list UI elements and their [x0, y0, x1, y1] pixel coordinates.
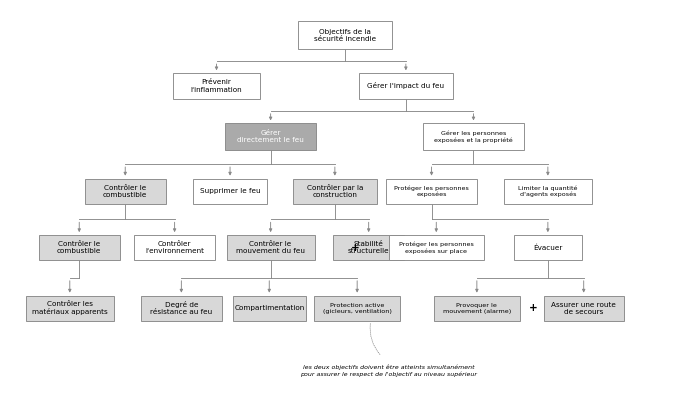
- Text: +: +: [351, 243, 359, 253]
- Text: Contrôler les
matériaux apparents: Contrôler les matériaux apparents: [32, 301, 108, 316]
- Text: Protéger les personnes
exposées sur place: Protéger les personnes exposées sur plac…: [399, 242, 474, 254]
- FancyBboxPatch shape: [359, 73, 453, 99]
- FancyBboxPatch shape: [141, 296, 222, 321]
- Text: Contrôler le
combustible: Contrôler le combustible: [103, 185, 148, 198]
- Text: +: +: [529, 303, 538, 313]
- FancyBboxPatch shape: [333, 235, 404, 260]
- Text: Stabilité
structurelle: Stabilité structurelle: [348, 241, 389, 254]
- Text: Contrôler
l'environnement: Contrôler l'environnement: [145, 241, 204, 254]
- Text: Évacuer: Évacuer: [533, 244, 562, 251]
- Text: Degré de
résistance au feu: Degré de résistance au feu: [150, 301, 213, 315]
- FancyBboxPatch shape: [225, 123, 316, 150]
- Text: Contrôler par la
construction: Contrôler par la construction: [306, 184, 363, 198]
- FancyBboxPatch shape: [85, 179, 166, 204]
- FancyBboxPatch shape: [193, 179, 267, 204]
- Text: Contrôler le
mouvement du feu: Contrôler le mouvement du feu: [236, 241, 305, 254]
- FancyBboxPatch shape: [293, 179, 377, 204]
- Text: Protéger les personnes
exposées: Protéger les personnes exposées: [394, 185, 469, 197]
- FancyBboxPatch shape: [314, 296, 400, 321]
- Text: Provoquer le
mouvement (alarme): Provoquer le mouvement (alarme): [443, 303, 511, 314]
- Text: Prévenir
l'inflammation: Prévenir l'inflammation: [190, 79, 242, 92]
- Text: Gérer
directement le feu: Gérer directement le feu: [237, 130, 304, 143]
- FancyBboxPatch shape: [233, 296, 306, 321]
- FancyBboxPatch shape: [504, 179, 592, 204]
- Text: Supprimer le feu: Supprimer le feu: [199, 188, 260, 194]
- Text: Limiter la quantité
d'agents exposés: Limiter la quantité d'agents exposés: [518, 185, 578, 197]
- Text: Compartimentation: Compartimentation: [234, 305, 304, 311]
- Text: les deux objectifs doivent être atteints simultanément
pour assurer le respect d: les deux objectifs doivent être atteints…: [300, 365, 477, 377]
- FancyBboxPatch shape: [172, 73, 261, 99]
- FancyBboxPatch shape: [389, 235, 484, 260]
- FancyBboxPatch shape: [39, 235, 120, 260]
- FancyBboxPatch shape: [423, 123, 524, 150]
- FancyBboxPatch shape: [26, 296, 114, 321]
- Text: Objectifs de la
sécurité incendie: Objectifs de la sécurité incendie: [314, 29, 376, 42]
- FancyBboxPatch shape: [134, 235, 215, 260]
- Text: Assurer une route
de secours: Assurer une route de secours: [551, 302, 616, 315]
- Text: Gérer les personnes
exposées et la propriété: Gérer les personnes exposées et la propr…: [434, 131, 513, 142]
- FancyBboxPatch shape: [386, 179, 477, 204]
- FancyBboxPatch shape: [297, 21, 393, 49]
- FancyBboxPatch shape: [433, 296, 520, 321]
- Text: Contrôler le
combustible: Contrôler le combustible: [57, 241, 101, 254]
- Text: Gérer l'impact du feu: Gérer l'impact du feu: [367, 82, 444, 90]
- FancyBboxPatch shape: [226, 235, 315, 260]
- FancyBboxPatch shape: [544, 296, 624, 321]
- Text: Protection active
(gicleurs, ventilation): Protection active (gicleurs, ventilation…: [323, 303, 392, 314]
- FancyBboxPatch shape: [514, 235, 582, 260]
